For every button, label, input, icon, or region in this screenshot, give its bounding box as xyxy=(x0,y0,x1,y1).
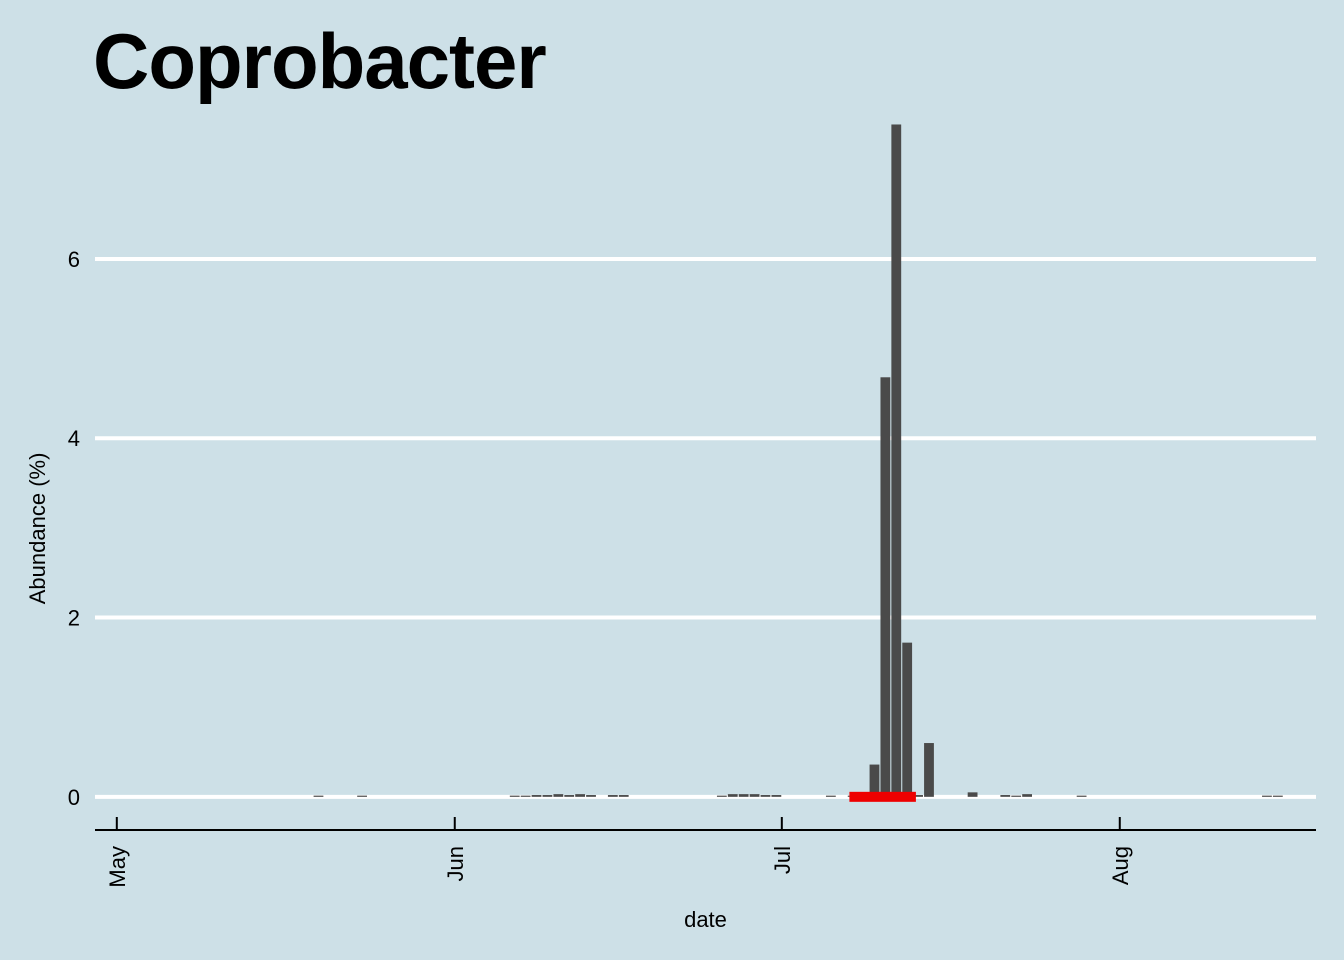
bar xyxy=(771,795,782,797)
bar xyxy=(913,795,923,797)
bar xyxy=(825,795,836,797)
bar xyxy=(520,795,531,797)
bar xyxy=(618,795,629,797)
bar xyxy=(607,795,618,797)
bar xyxy=(1022,794,1033,797)
bar xyxy=(509,795,520,797)
x-tick-label: Aug xyxy=(1108,846,1133,885)
bar xyxy=(891,124,902,797)
bar xyxy=(902,642,913,797)
bar xyxy=(542,795,553,797)
x-tick-label: Jun xyxy=(443,846,468,881)
x-tick-label: Jul xyxy=(770,846,795,874)
bar xyxy=(586,795,596,797)
y-axis-title: Abundance (%) xyxy=(25,453,50,605)
y-tick-label: 2 xyxy=(68,606,80,631)
bar xyxy=(749,794,760,797)
x-axis-title: date xyxy=(684,907,727,932)
highlight-bar xyxy=(849,791,916,802)
bar xyxy=(575,794,586,797)
bar xyxy=(564,795,575,797)
bar xyxy=(716,795,727,797)
bar xyxy=(924,743,934,797)
x-tick-label: May xyxy=(105,846,130,888)
bar xyxy=(1000,795,1011,797)
highlight-layer xyxy=(849,791,916,802)
chart-title: Coprobacter xyxy=(93,17,547,105)
bar xyxy=(553,794,564,797)
axes: 0 2 4 6 May Jun Jul Aug xyxy=(68,247,1316,888)
bar xyxy=(1272,795,1283,797)
y-tick-label: 6 xyxy=(68,247,80,272)
grid-lines xyxy=(95,256,1316,799)
y-tick-label: 4 xyxy=(68,426,80,451)
y-tick-label: 0 xyxy=(68,785,80,810)
bar-series xyxy=(313,124,1283,797)
bar xyxy=(1076,795,1087,797)
bar xyxy=(357,795,367,797)
bar xyxy=(313,795,324,797)
bar xyxy=(531,795,542,797)
bar xyxy=(967,792,978,797)
bar xyxy=(738,794,749,797)
bar xyxy=(760,795,771,797)
bar xyxy=(1262,795,1272,797)
bar xyxy=(869,764,880,797)
bar xyxy=(727,794,738,797)
bar xyxy=(1011,795,1022,797)
bar xyxy=(880,377,891,797)
